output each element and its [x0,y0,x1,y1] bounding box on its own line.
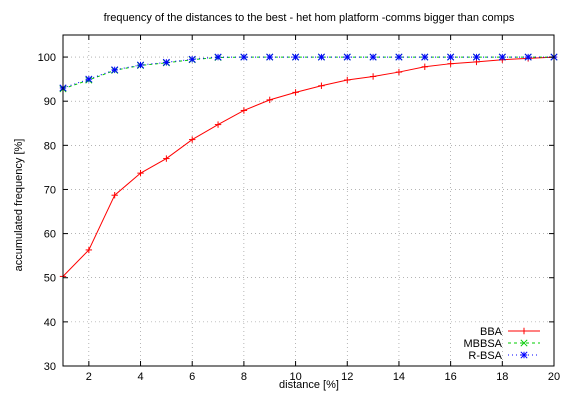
y-tick-label: 100 [38,52,56,64]
data-point-bba [189,136,196,143]
data-point-r-bsa [162,58,170,66]
data-point-r-bsa [421,53,429,61]
y-tick-label: 50 [44,273,56,285]
data-point-r-bsa [266,53,274,61]
data-point-r-bsa [188,55,196,63]
data-point-r-bsa [111,66,119,74]
data-point-r-bsa [343,53,351,61]
legend-marker-mbbsa [520,339,528,347]
x-tick-label: 18 [496,371,508,383]
series-line-mbbsa [62,56,554,90]
data-point-r-bsa [472,53,481,61]
data-point-bba [240,107,248,114]
x-tick-label: 6 [189,371,195,383]
x-tick-label: 16 [445,371,457,383]
data-point-r-bsa [292,53,300,61]
x-tick-label: 2 [86,371,92,383]
data-point-r-bsa [214,53,222,61]
x-axis-label: distance [%] [279,379,339,391]
y-axis-label: accumulated frequency [%] [13,139,25,272]
y-tick-label: 60 [44,229,56,241]
series-layer [59,53,558,280]
data-point-bba [447,60,454,67]
y-tick-label: 30 [44,361,56,373]
y-tick-label: 40 [44,317,56,329]
data-point-r-bsa [395,53,403,61]
legend-marker-bba [520,327,528,335]
y-tick-label: 80 [44,140,56,152]
data-point-r-bsa [85,75,93,83]
x-tick-label: 4 [137,371,143,383]
grid-lines [63,35,554,366]
data-point-bba [111,192,118,199]
data-point-r-bsa [136,61,145,69]
legend-marker-r-bsa [520,351,528,359]
plot-frame [62,34,555,367]
y-tick-label: 90 [44,96,56,108]
data-point-bba [318,82,325,89]
data-point-bba [395,68,403,76]
x-tick-label: 14 [393,371,405,383]
y-tick-label: 70 [44,184,56,196]
data-point-bba [214,121,222,128]
data-point-bba [163,155,170,162]
series-line-bba [62,56,555,277]
data-point-r-bsa [240,53,248,61]
data-point-bba [292,89,299,96]
data-point-r-bsa [369,53,377,61]
legend-label-mbbsa: MBBSA [463,338,502,350]
data-point-bba [85,246,93,254]
x-tick-label: 12 [341,371,353,383]
x-tick-label: 10 [289,371,301,383]
data-point-r-bsa [524,53,532,61]
data-point-bba [137,169,144,177]
axis-ticks: 30 40 50 60 70 80 90 100 2 4 6 8 10 12 14 16 18 20 [38,35,560,383]
legend-label-r-bsa: R-BSA [468,350,502,362]
data-point-r-bsa [447,53,455,61]
data-point-bba [421,63,428,70]
chart-title: frequency of the distances to the best -… [104,12,515,24]
data-point-r-bsa [498,53,506,61]
x-tick-label: 8 [241,371,247,383]
data-point-bba [369,73,377,80]
data-point-bba [344,76,351,84]
legend-label-bba: BBA [480,326,503,338]
x-tick-label: 20 [548,371,560,383]
data-point-r-bsa [317,53,325,61]
data-point-bba [266,96,273,104]
